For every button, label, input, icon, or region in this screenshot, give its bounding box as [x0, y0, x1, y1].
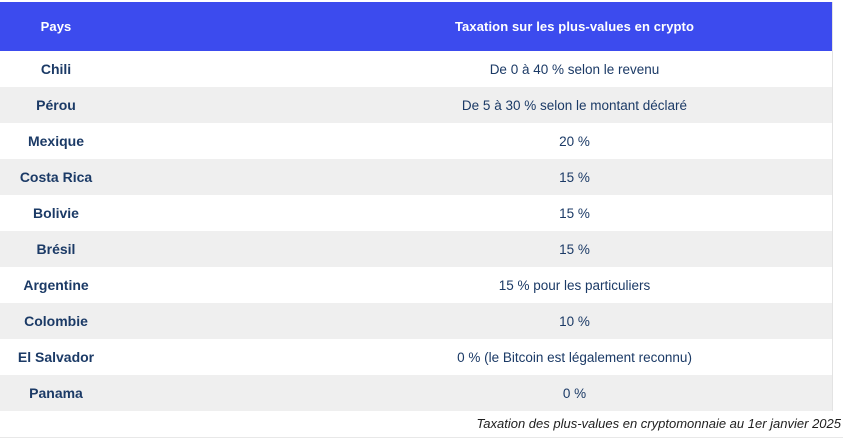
tax-cell: 10 %: [559, 313, 590, 329]
tax-cell: 20 %: [559, 133, 590, 149]
country-cell: Costa Rica: [19, 169, 93, 185]
tax-cell: 15 % pour les particuliers: [498, 277, 651, 293]
tax-cell: De 0 à 40 % selon le revenu: [489, 61, 660, 77]
table-row-costa-rica: Costa Rica 15 %: [0, 159, 832, 195]
table-row-colombie: Colombie 10 %: [0, 303, 832, 339]
country-cell: Bolivie: [33, 205, 79, 221]
tax-cell: 15 %: [559, 241, 590, 257]
header-cell-taxation: Taxation sur les plus-values en crypto: [454, 19, 695, 34]
table-row-mexique: Mexique 20 %: [0, 123, 832, 159]
table-header-row: Pays Taxation sur les plus-values en cry…: [0, 2, 832, 51]
table-row-bresil: Brésil 15 %: [0, 231, 832, 267]
table-row-argentine: Argentine 15 % pour les particuliers: [0, 267, 832, 303]
country-cell: Brésil: [36, 241, 76, 257]
tax-cell: 0 %: [562, 385, 587, 401]
country-cell: Pérou: [36, 97, 76, 113]
country-cell: Chili: [40, 61, 72, 77]
country-cell: Panama: [29, 385, 83, 401]
country-cell: Colombie: [24, 313, 88, 329]
tax-cell: 15 %: [559, 169, 590, 185]
table-row-bolivie: Bolivie 15 %: [0, 195, 832, 231]
table-row-chili: Chili De 0 à 40 % selon le revenu: [0, 51, 832, 87]
crypto-tax-table: Pays Taxation sur les plus-values en cry…: [0, 2, 833, 411]
table-caption: Taxation des plus-values en cryptomonnai…: [476, 416, 841, 431]
country-cell: El Salvador: [17, 349, 95, 365]
table-row-panama: Panama 0 %: [0, 375, 832, 411]
tax-cell: 0 % (le Bitcoin est légalement reconnu): [457, 349, 692, 365]
country-cell: Mexique: [27, 133, 84, 149]
tax-cell: De 5 à 30 % selon le montant déclaré: [461, 97, 688, 113]
bottom-divider: [0, 437, 843, 438]
table-row-perou: Pérou De 5 à 30 % selon le montant décla…: [0, 87, 832, 123]
country-cell: Argentine: [23, 277, 89, 293]
table-row-el-salvador: El Salvador 0 % (le Bitcoin est légaleme…: [0, 339, 832, 375]
tax-cell: 15 %: [559, 205, 590, 221]
header-cell-pays: Pays: [40, 19, 72, 34]
